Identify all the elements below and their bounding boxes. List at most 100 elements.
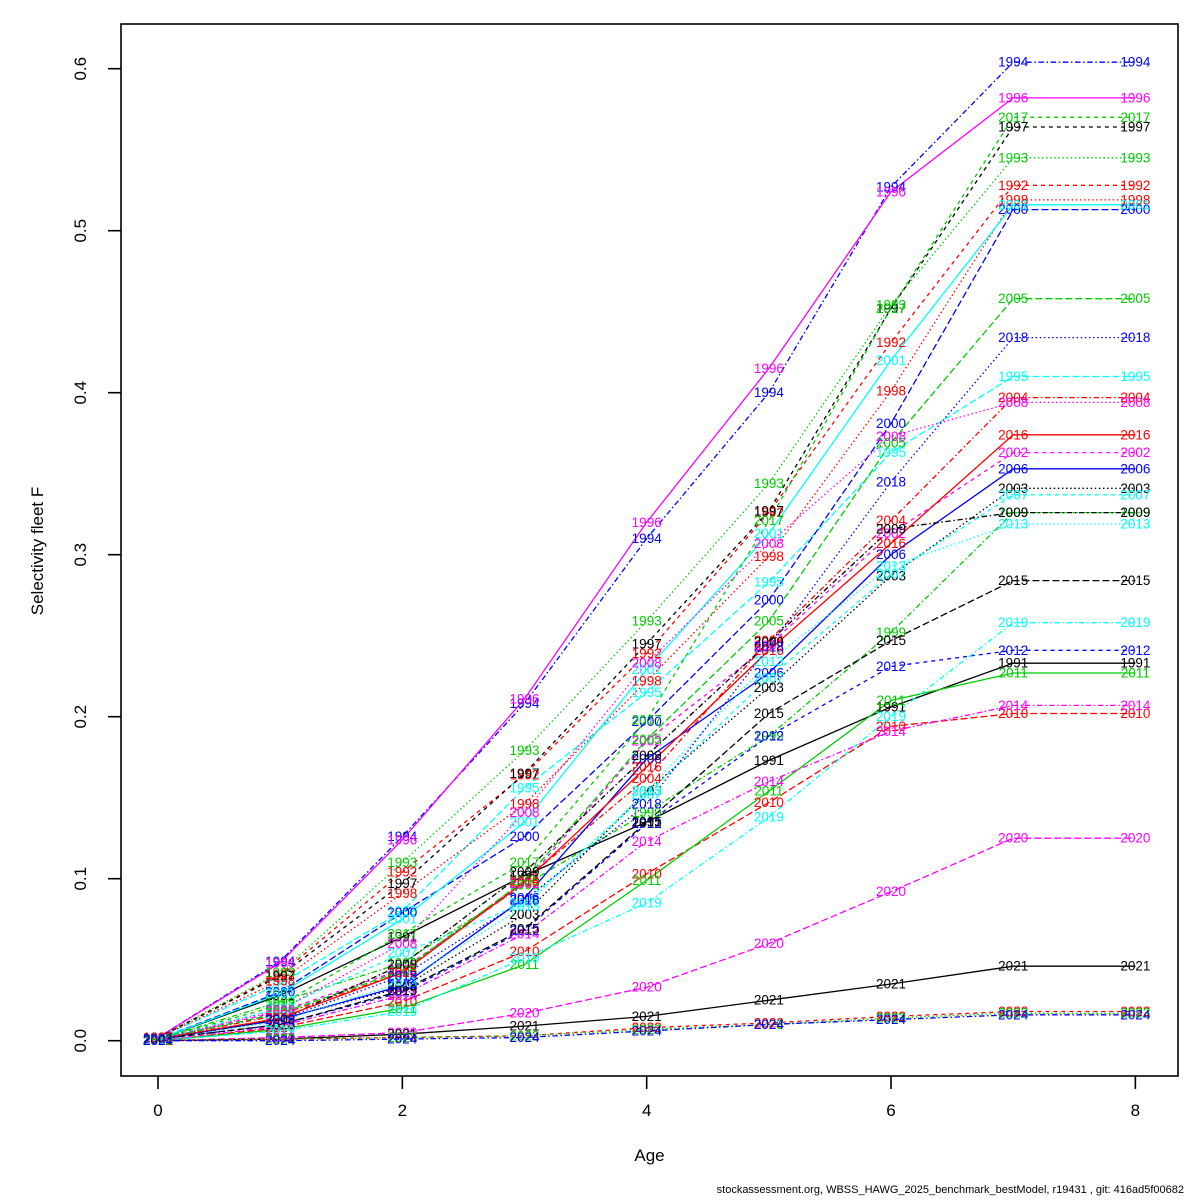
point-label-1999-age3: 1999 xyxy=(509,878,539,893)
point-label-2012-age4: 2012 xyxy=(632,816,662,831)
series-line-2016 xyxy=(157,434,1136,1040)
point-label-2014-age6: 2014 xyxy=(876,724,907,739)
point-label-1993-age1: 1993 xyxy=(265,965,295,980)
point-label-1998-age4: 1998 xyxy=(632,674,662,689)
point-label-2000-age4: 2000 xyxy=(632,714,662,729)
point-label-1995-age2: 1995 xyxy=(387,904,417,919)
point-label-2018-age7: 2018 xyxy=(998,330,1028,345)
point-label-1996-age4: 1996 xyxy=(632,515,662,530)
point-label-2024-age7: 2024 xyxy=(998,1007,1029,1022)
point-label-2013-age1: 2013 xyxy=(265,1014,295,1029)
point-label-2001-age2: 2001 xyxy=(387,912,417,927)
point-label-1997-age8: 1997 xyxy=(1120,120,1150,135)
point-label-2014-age8: 2014 xyxy=(1120,698,1151,713)
point-label-2012-age7: 2012 xyxy=(998,643,1028,658)
point-label-2009-age2: 2009 xyxy=(387,957,417,972)
point-label-1994-age0: 1994 xyxy=(143,1030,174,1045)
point-label-2009-age3: 2009 xyxy=(509,865,539,880)
series-line-1994 xyxy=(157,61,1136,1039)
point-label-2003-age4: 2003 xyxy=(632,784,662,799)
series-line-1997 xyxy=(157,126,1136,1039)
series-line-1996 xyxy=(157,97,1136,1039)
point-label-2010-age8: 2010 xyxy=(1120,706,1150,721)
series-line-2009 xyxy=(157,511,1136,1040)
point-label-2009-age7: 2009 xyxy=(998,505,1028,520)
point-label-2005-age8: 2005 xyxy=(1120,291,1150,306)
x-tick-label: 6 xyxy=(886,1101,895,1120)
point-label-2015-age2: 2015 xyxy=(387,983,417,998)
point-label-1993-age3: 1993 xyxy=(509,743,539,758)
series-line-2001 xyxy=(157,204,1136,1040)
point-label-2001-age5: 2001 xyxy=(754,526,784,541)
point-label-2008-age1: 2008 xyxy=(265,1002,295,1017)
point-label-2016-age4: 2016 xyxy=(632,759,662,774)
point-label-2002-age7: 2002 xyxy=(998,445,1028,460)
point-label-2022-age5: 2022 xyxy=(754,1015,784,1030)
point-label-1998-age1: 1998 xyxy=(265,973,295,988)
point-label-1994-age3: 1994 xyxy=(509,696,540,711)
point-label-1998-age7: 1998 xyxy=(998,192,1028,207)
point-label-2010-age4: 2010 xyxy=(632,866,662,881)
point-label-2020-age2: 2020 xyxy=(387,1025,417,1040)
point-label-2022-age4: 2022 xyxy=(632,1020,662,1035)
point-label-2023-age1: 2023 xyxy=(265,1032,295,1047)
point-label-1995-age4: 1995 xyxy=(632,685,662,700)
point-label-1993-age0: 1993 xyxy=(143,1030,173,1045)
point-label-1996-age5: 1996 xyxy=(754,361,784,376)
series-line-2023 xyxy=(157,1012,1136,1042)
point-label-2010-age5: 2010 xyxy=(754,795,784,810)
series-line-2018 xyxy=(157,336,1136,1040)
point-label-2004-age8: 2004 xyxy=(1120,390,1151,405)
point-label-1999-age6: 1999 xyxy=(876,625,906,640)
point-label-1991-age0: 1991 xyxy=(143,1032,173,1047)
point-label-2020-age1: 2020 xyxy=(265,1030,295,1045)
point-label-2014-age2: 2014 xyxy=(387,988,418,1003)
point-label-1993-age5: 1993 xyxy=(754,476,784,491)
point-label-1992-age2: 1992 xyxy=(387,865,417,880)
point-label-2023-age3: 2023 xyxy=(509,1028,539,1043)
point-label-2011-age7: 2011 xyxy=(999,666,1028,681)
point-label-2009-age5: 2009 xyxy=(754,635,784,650)
series-line-2021 xyxy=(157,965,1136,1042)
point-label-2016-age7: 2016 xyxy=(998,427,1028,442)
point-label-2008-age7: 2008 xyxy=(998,395,1028,410)
point-label-2024-age0: 2024 xyxy=(143,1033,174,1048)
point-label-2007-age2: 2007 xyxy=(387,946,417,961)
point-label-2018-age3: 2018 xyxy=(509,892,539,907)
point-label-2019-age7: 2019 xyxy=(998,615,1028,630)
point-label-2012-age8: 2012 xyxy=(1120,643,1150,658)
point-label-2002-age2: 2002 xyxy=(387,962,417,977)
point-label-1993-age6: 1993 xyxy=(876,298,906,313)
series-line-2007 xyxy=(157,494,1136,1040)
series-line-2017 xyxy=(157,116,1136,1040)
point-label-1994-age2: 1994 xyxy=(387,829,418,844)
point-label-2015-age4: 2015 xyxy=(632,815,662,830)
point-label-1996-age6: 1996 xyxy=(876,184,906,199)
point-label-2021-age7: 2021 xyxy=(998,959,1028,974)
point-label-2009-age1: 2009 xyxy=(265,1012,295,1027)
point-label-2005-age6: 2005 xyxy=(876,435,906,450)
point-label-2007-age4: 2007 xyxy=(632,787,662,802)
point-label-2017-age0: 2017 xyxy=(143,1032,173,1047)
point-label-2019-age0: 2019 xyxy=(143,1033,173,1048)
series-line-2024 xyxy=(158,1014,1136,1042)
point-label-2015-age1: 2015 xyxy=(265,1017,295,1032)
point-label-2024-age2: 2024 xyxy=(387,1032,418,1047)
point-label-2023-age2: 2023 xyxy=(387,1030,417,1045)
point-label-2000-age6: 2000 xyxy=(876,416,906,431)
y-axis: 0.0 0.1 0.2 0.3 0.4 0.5 0.6 xyxy=(71,57,121,1053)
point-label-2016-age3: 2016 xyxy=(509,874,539,889)
point-label-2020-age0: 2020 xyxy=(143,1033,173,1048)
point-label-2018-age1: 2018 xyxy=(265,1012,295,1027)
x-tick-label: 2 xyxy=(398,1101,407,1120)
point-label-2023-age7: 2023 xyxy=(998,1006,1028,1021)
series-line-2011 xyxy=(157,672,1136,1042)
point-label-2024-age3: 2024 xyxy=(509,1030,540,1045)
y-tick-label: 0.2 xyxy=(71,705,90,729)
point-label-1993-age7: 1993 xyxy=(998,150,1028,165)
point-label-2010-age3: 2010 xyxy=(509,944,539,959)
point-label-2021-age3: 2021 xyxy=(509,1019,539,1034)
point-label-2004-age4: 2004 xyxy=(632,771,663,786)
series-line-1992 xyxy=(157,184,1136,1039)
point-label-2008-age0: 2008 xyxy=(143,1032,173,1047)
